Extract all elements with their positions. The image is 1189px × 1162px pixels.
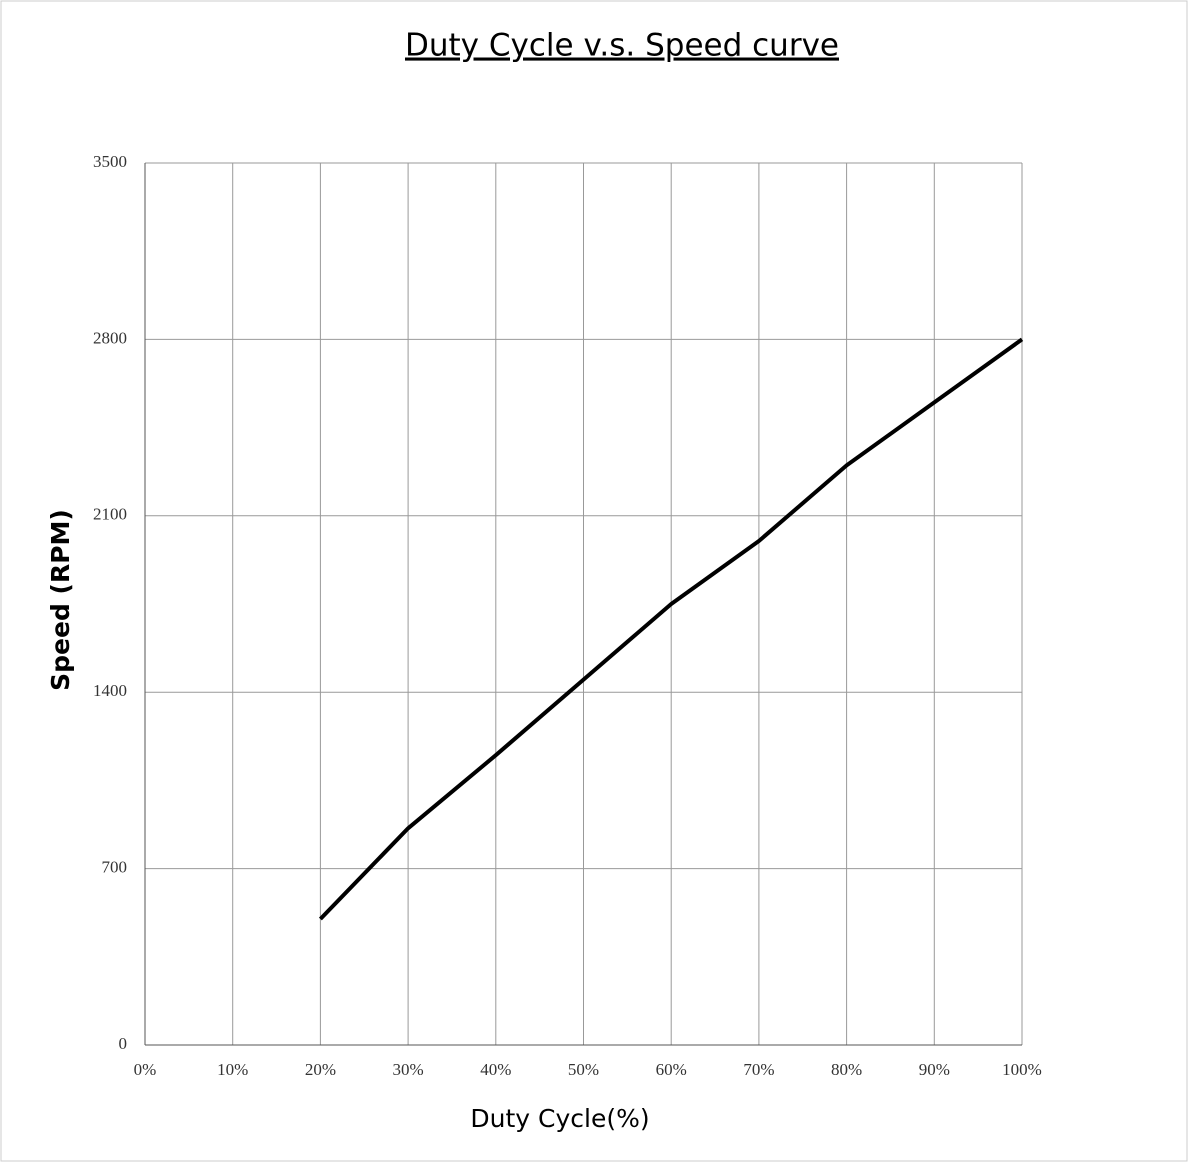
x-tick-label: 60% <box>656 1060 687 1079</box>
x-tick-label: 80% <box>831 1060 862 1079</box>
y-tick-label: 2100 <box>93 505 127 524</box>
data-line <box>318 337 1024 921</box>
y-axis-label: Speed (RPM) <box>46 509 75 691</box>
y-tick-label: 0 <box>119 1034 128 1053</box>
x-axis-label: Duty Cycle(%) <box>470 1104 649 1133</box>
x-tick-label: 40% <box>480 1060 511 1079</box>
y-tick-label: 1400 <box>93 681 127 700</box>
y-tick-label: 2800 <box>93 328 127 347</box>
x-tick-label: 30% <box>393 1060 424 1079</box>
y-tick-label: 700 <box>102 858 128 877</box>
x-tick-label: 70% <box>743 1060 774 1079</box>
x-tick-label: 100% <box>1002 1060 1042 1079</box>
x-tick-label: 50% <box>568 1060 599 1079</box>
y-tick-label: 3500 <box>93 152 127 171</box>
x-tick-label: 0% <box>134 1060 157 1079</box>
x-tick-label: 10% <box>217 1060 248 1079</box>
x-tick-label: 90% <box>919 1060 950 1079</box>
chart-title: Duty Cycle v.s. Speed curve <box>405 28 839 64</box>
x-tick-label: 20% <box>305 1060 336 1079</box>
